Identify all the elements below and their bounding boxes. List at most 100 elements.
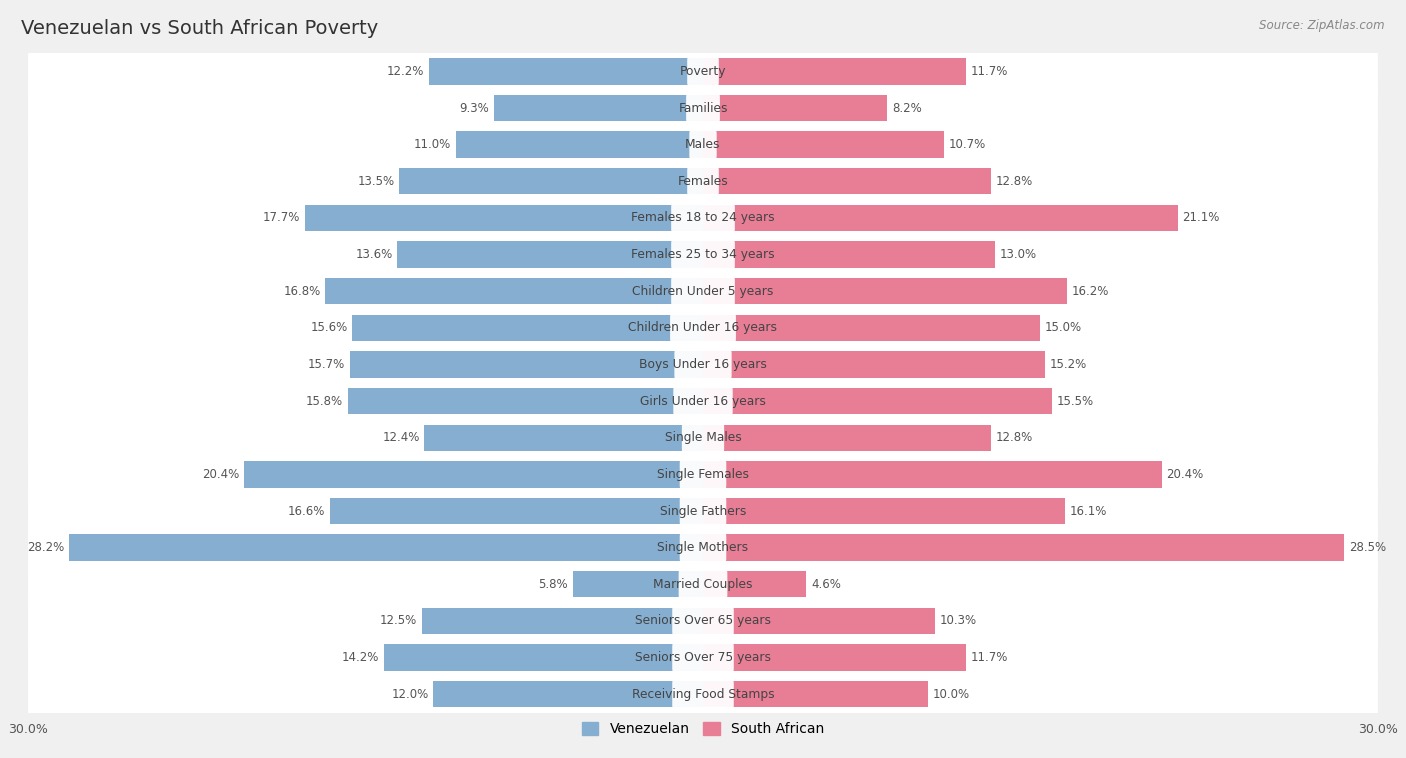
FancyBboxPatch shape: [28, 586, 1378, 656]
FancyBboxPatch shape: [28, 513, 1378, 582]
Text: 11.7%: 11.7%: [970, 65, 1008, 78]
Text: Females 25 to 34 years: Females 25 to 34 years: [631, 248, 775, 261]
FancyBboxPatch shape: [688, 56, 718, 87]
Bar: [703, 205, 1178, 231]
FancyBboxPatch shape: [28, 183, 1378, 252]
FancyBboxPatch shape: [679, 496, 727, 527]
FancyBboxPatch shape: [28, 256, 1378, 326]
Bar: [703, 278, 1067, 305]
Text: Venezuelan vs South African Poverty: Venezuelan vs South African Poverty: [21, 19, 378, 38]
Text: 12.8%: 12.8%: [995, 431, 1032, 444]
Text: 5.8%: 5.8%: [538, 578, 568, 590]
Text: Seniors Over 75 years: Seniors Over 75 years: [636, 651, 770, 664]
FancyBboxPatch shape: [679, 532, 727, 563]
Bar: [396, 241, 703, 268]
Bar: [703, 681, 928, 707]
FancyBboxPatch shape: [28, 623, 1378, 692]
Text: 16.8%: 16.8%: [284, 285, 321, 298]
Text: 20.4%: 20.4%: [1167, 468, 1204, 481]
Legend: Venezuelan, South African: Venezuelan, South African: [576, 717, 830, 742]
Bar: [703, 351, 1045, 377]
Bar: [703, 131, 943, 158]
FancyBboxPatch shape: [672, 642, 734, 673]
Text: 12.5%: 12.5%: [380, 615, 418, 628]
Bar: [703, 461, 1161, 487]
Bar: [703, 315, 1040, 341]
Text: 12.2%: 12.2%: [387, 65, 425, 78]
Text: 10.7%: 10.7%: [948, 138, 986, 151]
Text: Boys Under 16 years: Boys Under 16 years: [640, 358, 766, 371]
FancyBboxPatch shape: [672, 606, 734, 637]
Text: 16.2%: 16.2%: [1071, 285, 1109, 298]
FancyBboxPatch shape: [679, 568, 727, 600]
FancyBboxPatch shape: [28, 366, 1378, 436]
FancyBboxPatch shape: [28, 476, 1378, 546]
Bar: [703, 95, 887, 121]
Bar: [347, 388, 703, 415]
Bar: [422, 608, 703, 634]
Text: 13.0%: 13.0%: [1000, 248, 1038, 261]
Text: 15.7%: 15.7%: [308, 358, 346, 371]
Text: 8.2%: 8.2%: [891, 102, 922, 114]
FancyBboxPatch shape: [28, 36, 1378, 106]
Bar: [352, 315, 703, 341]
Bar: [456, 131, 703, 158]
Text: Single Fathers: Single Fathers: [659, 505, 747, 518]
Bar: [703, 534, 1344, 561]
Text: Source: ZipAtlas.com: Source: ZipAtlas.com: [1260, 19, 1385, 32]
Bar: [69, 534, 703, 561]
Text: Poverty: Poverty: [679, 65, 727, 78]
FancyBboxPatch shape: [28, 440, 1378, 509]
Text: 9.3%: 9.3%: [460, 102, 489, 114]
Text: 20.4%: 20.4%: [202, 468, 239, 481]
Bar: [703, 644, 966, 671]
Text: Single Females: Single Females: [657, 468, 749, 481]
FancyBboxPatch shape: [28, 550, 1378, 619]
Text: Females 18 to 24 years: Females 18 to 24 years: [631, 211, 775, 224]
Bar: [399, 168, 703, 195]
Bar: [325, 278, 703, 305]
Text: 16.6%: 16.6%: [288, 505, 325, 518]
FancyBboxPatch shape: [28, 146, 1378, 216]
Bar: [703, 388, 1052, 415]
Text: Children Under 5 years: Children Under 5 years: [633, 285, 773, 298]
Text: 12.8%: 12.8%: [995, 175, 1032, 188]
Text: Families: Families: [678, 102, 728, 114]
FancyBboxPatch shape: [28, 330, 1378, 399]
Text: Girls Under 16 years: Girls Under 16 years: [640, 395, 766, 408]
FancyBboxPatch shape: [28, 74, 1378, 143]
Text: 14.2%: 14.2%: [342, 651, 380, 664]
FancyBboxPatch shape: [688, 166, 718, 197]
Bar: [429, 58, 703, 85]
Text: 28.5%: 28.5%: [1348, 541, 1386, 554]
FancyBboxPatch shape: [679, 459, 727, 490]
Text: 12.0%: 12.0%: [391, 688, 429, 700]
Bar: [703, 608, 935, 634]
Text: Females: Females: [678, 175, 728, 188]
Text: 15.8%: 15.8%: [307, 395, 343, 408]
Bar: [703, 241, 995, 268]
Text: 4.6%: 4.6%: [811, 578, 841, 590]
FancyBboxPatch shape: [689, 129, 717, 160]
Bar: [433, 681, 703, 707]
Text: 16.1%: 16.1%: [1070, 505, 1107, 518]
FancyBboxPatch shape: [671, 239, 735, 270]
Text: 11.0%: 11.0%: [413, 138, 451, 151]
FancyBboxPatch shape: [28, 110, 1378, 180]
FancyBboxPatch shape: [28, 220, 1378, 290]
FancyBboxPatch shape: [675, 349, 731, 380]
Bar: [703, 498, 1066, 525]
FancyBboxPatch shape: [672, 678, 734, 709]
FancyBboxPatch shape: [671, 276, 735, 307]
Text: Receiving Food Stamps: Receiving Food Stamps: [631, 688, 775, 700]
Bar: [494, 95, 703, 121]
Text: 15.2%: 15.2%: [1049, 358, 1087, 371]
FancyBboxPatch shape: [671, 202, 735, 233]
FancyBboxPatch shape: [686, 92, 720, 124]
Bar: [350, 351, 703, 377]
Text: 12.4%: 12.4%: [382, 431, 419, 444]
Text: Married Couples: Married Couples: [654, 578, 752, 590]
Text: 17.7%: 17.7%: [263, 211, 301, 224]
Text: 13.6%: 13.6%: [356, 248, 392, 261]
Bar: [703, 571, 807, 597]
